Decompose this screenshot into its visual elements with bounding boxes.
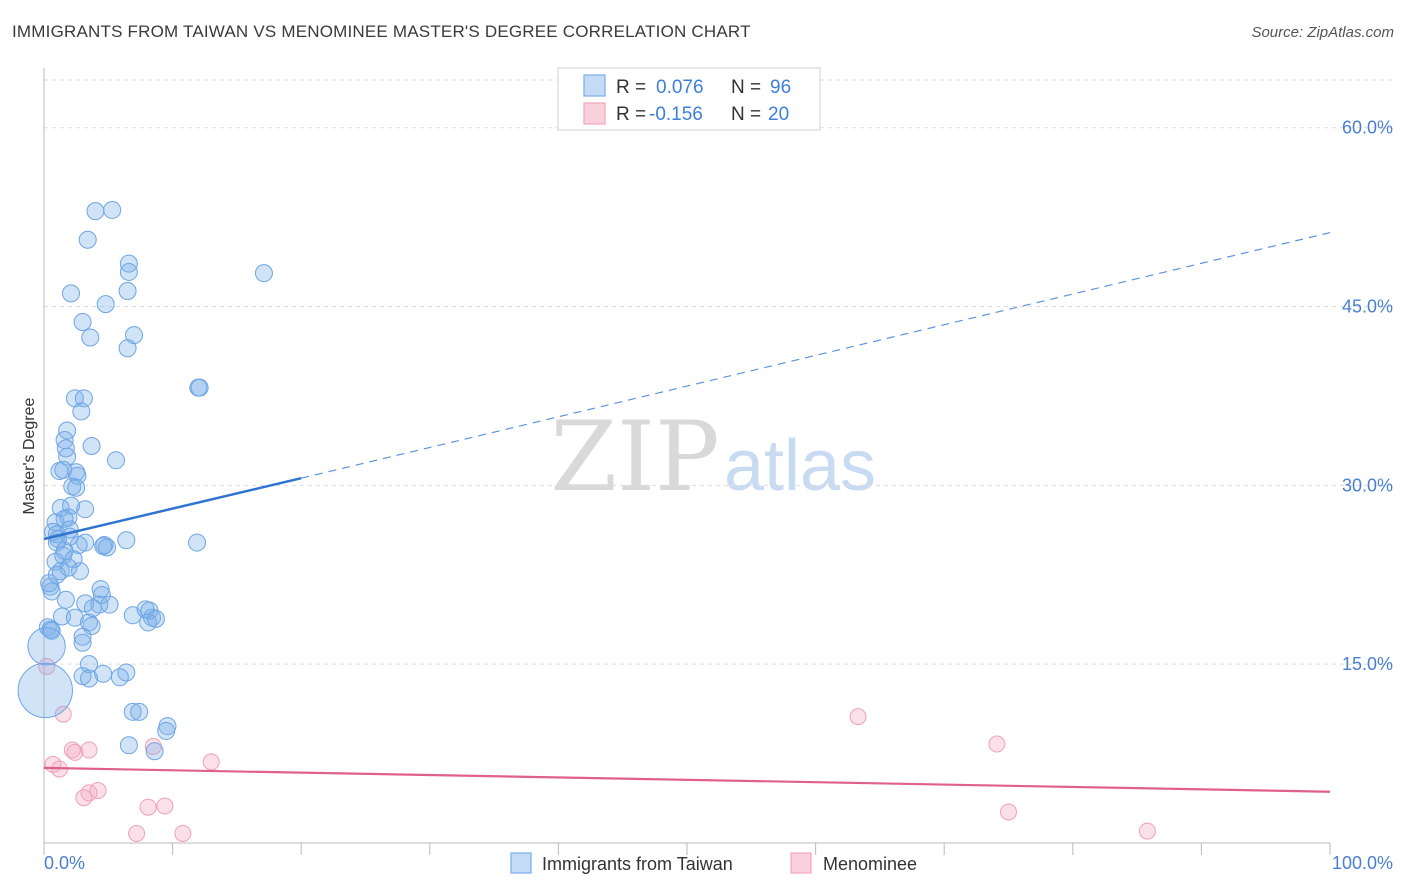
taiwan-point — [107, 451, 126, 470]
series-legend: Immigrants from Taiwan Menominee — [510, 852, 917, 874]
taiwan-point — [157, 721, 176, 740]
taiwan-point — [73, 633, 92, 652]
taiwan-point — [91, 580, 110, 599]
stats-n-value-1: 96 — [770, 77, 791, 98]
taiwan-point — [145, 742, 164, 761]
taiwan-point — [72, 402, 91, 421]
legend-label-menominee: Menominee — [823, 854, 917, 874]
taiwan-point — [86, 202, 105, 221]
taiwan-point — [190, 378, 209, 397]
taiwan-point — [95, 535, 114, 554]
taiwan-point — [71, 562, 90, 581]
stats-swatch-blue — [583, 74, 606, 97]
watermark-atlas: atlas — [724, 426, 876, 506]
menominee-point — [174, 824, 192, 842]
stats-swatch-pink — [583, 102, 606, 125]
menominee-point — [38, 658, 56, 676]
taiwan-point — [78, 230, 97, 249]
taiwan-point — [65, 389, 84, 408]
legend-label-taiwan: Immigrants from Taiwan — [542, 854, 733, 874]
taiwan-point — [41, 620, 60, 639]
taiwan-point — [117, 663, 136, 682]
source-label: Source: ZipAtlas.com — [1251, 24, 1394, 41]
legend-swatch-pink — [790, 852, 812, 874]
taiwan-point — [81, 328, 100, 347]
taiwan-point — [27, 627, 66, 666]
taiwan-point — [117, 531, 136, 550]
taiwan-point — [56, 590, 75, 609]
y-axis-title: Master's Degree — [21, 397, 38, 514]
taiwan-point — [188, 533, 207, 552]
taiwan-point — [67, 478, 86, 497]
x-tick-label-max: 100.0% — [1332, 853, 1393, 873]
stats-r-label-1: R = — [616, 77, 646, 98]
stats-r-value-2: -0.156 — [649, 104, 703, 125]
taiwan-point — [110, 668, 129, 687]
taiwan-point — [55, 509, 74, 528]
taiwan-point — [98, 538, 117, 557]
chart-title: IMMIGRANTS FROM TAIWAN VS MENOMINEE MAST… — [12, 22, 751, 41]
menominee-point — [139, 798, 157, 816]
taiwan-point — [103, 200, 122, 219]
stats-r-label-2: R = — [616, 104, 646, 125]
legend-swatch-blue — [510, 852, 532, 874]
menominee-point — [80, 741, 98, 759]
taiwan-point — [80, 669, 99, 688]
taiwan-point — [123, 702, 142, 721]
y-tick-label: 45.0% — [1342, 297, 1393, 317]
taiwan-point — [74, 389, 93, 408]
menominee-point — [63, 741, 81, 759]
menominee-point — [1000, 803, 1017, 821]
y-tick-label: 15.0% — [1342, 654, 1393, 674]
taiwan-point — [119, 262, 138, 281]
taiwan-point — [47, 565, 66, 584]
taiwan-point — [118, 282, 137, 301]
taiwan-point — [82, 437, 101, 456]
taiwan-point — [53, 607, 72, 626]
taiwan-point — [96, 295, 115, 314]
y-tick-label: 60.0% — [1342, 118, 1393, 138]
taiwan-point — [83, 599, 102, 618]
taiwan-point — [17, 662, 73, 719]
taiwan-point — [65, 608, 84, 627]
menominee-point — [202, 753, 220, 771]
stats-n-label-2: N = — [731, 104, 761, 125]
y-tick-label: 30.0% — [1342, 475, 1393, 495]
taiwan-point — [118, 339, 137, 358]
taiwan-point — [73, 627, 92, 646]
menominee-point — [849, 708, 867, 726]
taiwan-point — [119, 736, 138, 755]
taiwan-point — [125, 326, 144, 345]
menominee-trend-line — [43, 766, 1331, 793]
taiwan-point — [146, 609, 165, 628]
menominee-point — [66, 743, 84, 761]
menominee-point — [89, 782, 107, 800]
taiwan-point — [73, 313, 92, 332]
menominee-point — [156, 797, 174, 815]
taiwan-point — [62, 496, 81, 515]
menominee-point — [54, 705, 72, 723]
taiwan-point — [254, 264, 273, 283]
stats-r-value-1: 0.076 — [656, 77, 704, 98]
taiwan-point — [100, 595, 119, 614]
menominee-point — [75, 789, 93, 807]
taiwan-point — [42, 621, 61, 640]
taiwan-point — [59, 558, 78, 577]
x-tick-label-min: 0.0% — [44, 853, 85, 873]
menominee-point — [988, 735, 1006, 753]
taiwan-trend-line — [43, 476, 302, 541]
watermark-zip: ZIP — [550, 401, 719, 513]
taiwan-point — [62, 284, 81, 303]
stats-n-value-2: 20 — [768, 104, 789, 125]
stats-n-label-1: N = — [731, 77, 761, 98]
menominee-point — [128, 824, 146, 842]
menominee-point — [1138, 822, 1156, 840]
taiwan-point — [76, 500, 95, 519]
taiwan-point — [130, 702, 149, 721]
stats-legend: R = 0.076 N = 96 R = -0.156 N = 20 — [557, 67, 821, 131]
taiwan-point — [80, 655, 99, 674]
